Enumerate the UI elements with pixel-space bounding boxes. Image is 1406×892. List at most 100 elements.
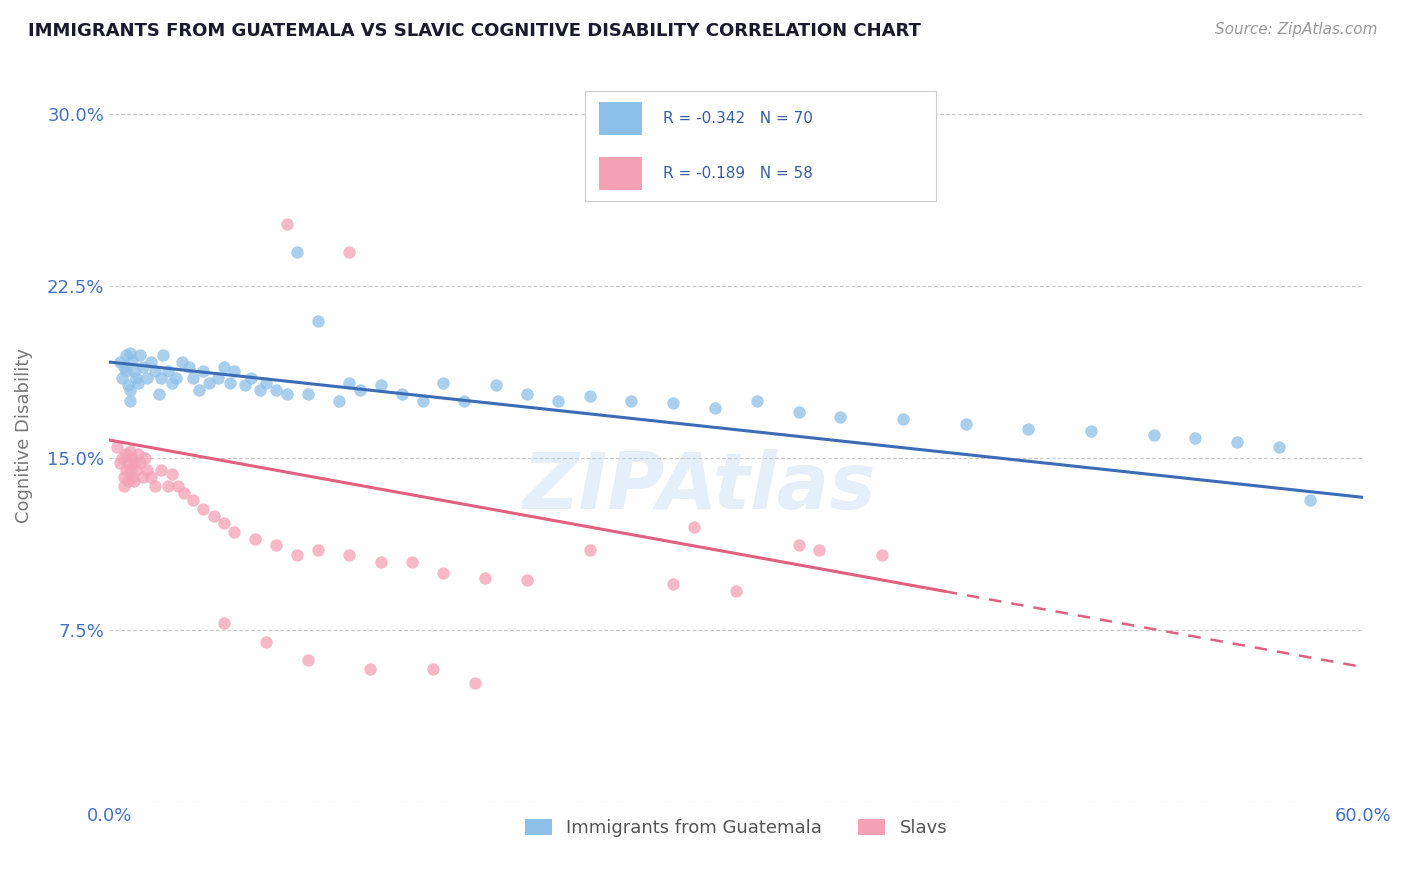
Point [276, 218, 298, 232]
Point [134, 451, 156, 466]
Point [337, 548, 360, 562]
Point [108, 456, 131, 470]
Point [662, 577, 685, 591]
Point [453, 394, 475, 409]
Point [1226, 435, 1249, 450]
Point [156, 479, 179, 493]
Point [307, 314, 329, 328]
Point [1143, 428, 1166, 442]
Point [264, 383, 287, 397]
Point [191, 501, 214, 516]
Point [891, 412, 914, 426]
Point [704, 401, 727, 415]
Point [432, 376, 454, 390]
Point [118, 346, 141, 360]
Y-axis label: Cognitive Disability: Cognitive Disability [15, 348, 32, 523]
Point [143, 479, 166, 493]
Point [148, 387, 170, 401]
Point [297, 387, 319, 401]
Point [328, 394, 350, 409]
Point [167, 479, 190, 493]
Point [207, 371, 229, 385]
Point [107, 440, 129, 454]
Point [177, 359, 200, 374]
Point [233, 378, 256, 392]
Point [121, 352, 143, 367]
Point [121, 451, 143, 466]
Point [139, 355, 162, 369]
Point [152, 348, 174, 362]
Text: Source: ZipAtlas.com: Source: ZipAtlas.com [1215, 22, 1378, 37]
Point [212, 359, 235, 374]
Point [955, 417, 977, 431]
Point [117, 475, 139, 489]
Point [391, 387, 413, 401]
Point [432, 566, 454, 580]
Point [125, 463, 148, 477]
Point [1080, 424, 1102, 438]
Text: ZIPAtlas: ZIPAtlas [522, 449, 875, 524]
Point [122, 456, 145, 470]
Point [125, 371, 148, 385]
Point [118, 394, 141, 409]
Point [620, 394, 643, 409]
Point [516, 573, 538, 587]
Point [129, 348, 152, 362]
Point [830, 410, 852, 425]
Point [249, 383, 271, 397]
Point [181, 492, 204, 507]
Point [118, 444, 141, 458]
Point [131, 359, 153, 374]
Point [224, 524, 246, 539]
Point [173, 485, 195, 500]
Point [212, 516, 235, 530]
Point [135, 371, 157, 385]
Point [787, 405, 810, 419]
Point [111, 451, 134, 466]
Point [118, 463, 141, 477]
Point [191, 364, 214, 378]
Point [745, 394, 768, 409]
Point [111, 371, 134, 385]
Point [359, 662, 381, 676]
Point [121, 469, 143, 483]
Point [122, 364, 145, 378]
Point [108, 355, 131, 369]
Point [112, 479, 135, 493]
Point [401, 554, 423, 568]
Point [276, 387, 298, 401]
Point [285, 548, 308, 562]
Point [1299, 492, 1322, 507]
Point [662, 396, 685, 410]
Point [578, 543, 600, 558]
Point [464, 676, 486, 690]
Point [127, 447, 149, 461]
Point [135, 463, 157, 477]
Point [143, 364, 166, 378]
Point [118, 383, 141, 397]
Point [370, 378, 392, 392]
Point [516, 387, 538, 401]
Point [307, 543, 329, 558]
Legend: Immigrants from Guatemala, Slavs: Immigrants from Guatemala, Slavs [517, 812, 955, 845]
Point [254, 376, 277, 390]
Point [787, 538, 810, 552]
Point [474, 570, 496, 584]
Point [115, 447, 138, 461]
Point [112, 359, 135, 374]
Point [160, 376, 183, 390]
Point [245, 532, 267, 546]
Point [1184, 431, 1206, 445]
Point [254, 634, 277, 648]
Point [181, 371, 204, 385]
Text: IMMIGRANTS FROM GUATEMALA VS SLAVIC COGNITIVE DISABILITY CORRELATION CHART: IMMIGRANTS FROM GUATEMALA VS SLAVIC COGN… [28, 22, 921, 40]
Point [219, 376, 242, 390]
Point [547, 394, 569, 409]
Point [202, 508, 225, 523]
Point [115, 364, 138, 378]
Point [578, 389, 600, 403]
Point [150, 463, 173, 477]
Point [188, 383, 211, 397]
Point [683, 520, 706, 534]
Point [129, 456, 152, 470]
